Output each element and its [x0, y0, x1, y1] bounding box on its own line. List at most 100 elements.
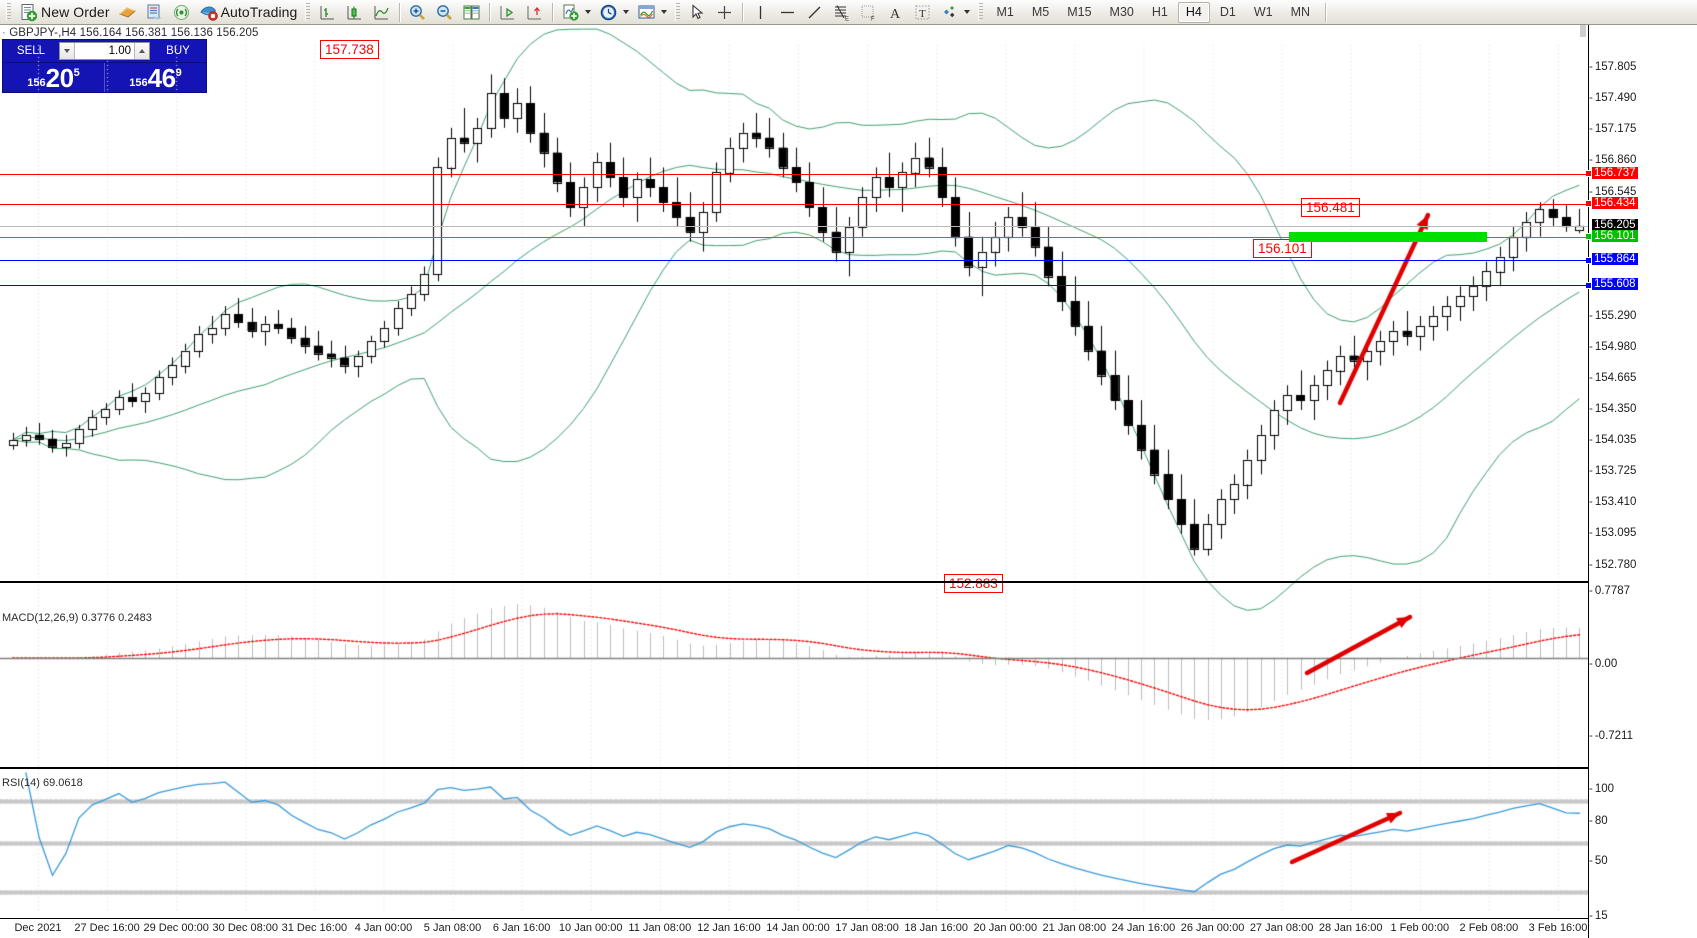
chart-area[interactable]: · GBPJPY-,H4 156.164 156.381 156.136 156…	[0, 25, 1697, 938]
tile-windows-button[interactable]	[458, 1, 485, 23]
timeframe-button-m5[interactable]: M5	[1031, 4, 1050, 19]
shapes-dropdown-caret[interactable]	[964, 10, 971, 14]
new-order-label: New Order	[41, 4, 110, 20]
toolbar-grip-3[interactable]	[675, 3, 681, 21]
toolbar-grip[interactable]	[6, 3, 11, 21]
crosshair-button[interactable]	[711, 1, 738, 23]
periods-button[interactable]	[595, 1, 633, 23]
support-label: 156.101	[1253, 239, 1312, 258]
trendline-icon	[808, 6, 821, 18]
time-tick: 12 Jan 16:00	[697, 922, 761, 934]
price-chart-canvas[interactable]	[0, 25, 1588, 918]
toolbar-grip-2[interactable]	[305, 3, 311, 21]
new-order-button[interactable]: New Order	[15, 1, 114, 23]
candlestick-chart-icon	[347, 5, 362, 19]
timeframe-button-h1[interactable]: H1	[1151, 4, 1168, 19]
time-axis[interactable]: Dec 2021 27 Dec 16:00 29 Dec 00:00 30 Dec 0…	[0, 918, 1588, 938]
price-badge-blue[interactable]: 155.864	[1592, 253, 1638, 266]
periods-dropdown-caret[interactable]	[623, 10, 630, 14]
swing-low-label: 152.883	[944, 574, 1003, 593]
price-level-line-red[interactable]	[0, 203, 1588, 205]
shapes-button[interactable]	[936, 1, 974, 23]
zoom-out-button[interactable]	[431, 1, 458, 23]
svg-text:A: A	[890, 7, 901, 22]
price-tick: 153.410	[1589, 496, 1637, 508]
macd-label: MACD(12,26,9) 0.3776 0.2483	[2, 612, 152, 624]
horizontal-line-icon	[781, 11, 795, 13]
autotrading-button[interactable]: AutoTrading	[195, 1, 302, 23]
time-tick: 27 Jan 08:00	[1249, 922, 1314, 934]
time-tick: 28 Jan 16:00	[1318, 922, 1383, 934]
zoom-in-icon	[410, 4, 426, 20]
svg-text:T: T	[919, 8, 926, 20]
timeframe-button-w1[interactable]: W1	[1253, 4, 1273, 19]
svg-text:F: F	[871, 16, 875, 22]
autotrading-icon	[199, 5, 218, 21]
indicators-dropdown-caret[interactable]	[585, 10, 592, 14]
time-tick: 2 Feb 08:00	[1459, 922, 1519, 934]
cursor-icon	[692, 3, 704, 19]
price-level-line-green[interactable]	[0, 236, 1588, 238]
zoom-in-button[interactable]	[404, 1, 431, 23]
pane-separator	[0, 581, 1588, 582]
time-tick: Dec 2021	[14, 922, 62, 934]
support-zone-rectangle[interactable]	[1289, 231, 1487, 242]
candlestick-chart-button[interactable]	[341, 1, 368, 23]
vertical-line-button[interactable]	[747, 1, 774, 23]
indicators-button[interactable]	[557, 1, 595, 23]
toolbar-grip-4[interactable]	[978, 3, 984, 21]
indicators-icon	[563, 4, 580, 21]
price-level-line-black[interactable]	[0, 226, 1588, 228]
toolbar-separator-3	[552, 2, 554, 22]
price-tick: 154.980	[1589, 341, 1637, 353]
time-tick: 11 Jan 08:00	[628, 922, 692, 934]
macd-scale-mid: 0.00	[1589, 658, 1617, 670]
price-badge-black[interactable]: 156.205	[1592, 219, 1638, 232]
price-tick: 157.490	[1589, 92, 1637, 104]
bar-chart-button[interactable]	[314, 1, 341, 23]
macd-scale-top: 0.7787	[1589, 585, 1630, 597]
text-button[interactable]: A	[882, 1, 909, 23]
line-chart-button[interactable]	[368, 1, 395, 23]
timeframe-button-d1[interactable]: D1	[1219, 4, 1236, 19]
fibonacci-button[interactable]: E	[828, 1, 855, 23]
cursor-button[interactable]	[684, 1, 711, 23]
price-badge-blue[interactable]: 155.608	[1592, 278, 1638, 291]
crosshair-icon	[718, 5, 732, 19]
price-level-line-red[interactable]	[0, 173, 1588, 175]
timeframe-button-m15[interactable]: M15	[1067, 4, 1092, 19]
expert-advisors-icon	[118, 6, 136, 18]
time-tick: 4 Jan 00:00	[354, 922, 413, 934]
price-tick: 154.665	[1589, 372, 1637, 384]
shift-end-button[interactable]	[494, 1, 521, 23]
price-badge-red[interactable]: 156.434	[1592, 196, 1638, 209]
swing-high-label: 157.738	[320, 40, 379, 59]
timeframe-button-m30[interactable]: M30	[1109, 4, 1134, 19]
timeframe-button-m1[interactable]: M1	[996, 4, 1014, 19]
trendline-button[interactable]	[801, 1, 828, 23]
templates-dropdown-caret[interactable]	[661, 10, 668, 14]
text-label-button[interactable]: T	[909, 1, 936, 23]
broadcast-button[interactable]	[168, 1, 195, 23]
vertical-line-icon	[760, 5, 762, 19]
autotrading-label: AutoTrading	[220, 4, 298, 20]
toolbar-separator-4	[742, 2, 744, 22]
chart-scroll-thumb[interactable]	[1580, 25, 1586, 37]
templates-button[interactable]	[633, 1, 671, 23]
auto-scroll-button[interactable]	[521, 1, 548, 23]
pane-separator	[0, 768, 1588, 769]
price-badge-red[interactable]: 156.737	[1592, 166, 1638, 179]
price-badge-green[interactable]: 156.101	[1592, 229, 1638, 242]
horizontal-line-button[interactable]	[774, 1, 801, 23]
timeframe-button-h4[interactable]: H4	[1177, 1, 1210, 23]
price-scale[interactable]: 157.805 157.490 157.175 156.860 156.545 155.2…	[1585, 25, 1697, 938]
expert-advisors-button[interactable]	[114, 1, 141, 23]
data-window-icon	[147, 4, 162, 19]
timeframe-button-mn[interactable]: MN	[1290, 4, 1311, 19]
price-level-line-blue[interactable]	[0, 285, 1588, 287]
data-window-button[interactable]	[141, 1, 168, 23]
time-tick: 24 Jan 16:00	[1111, 922, 1176, 934]
channel-button[interactable]: F	[855, 1, 882, 23]
price-level-line-blue[interactable]	[0, 260, 1588, 262]
